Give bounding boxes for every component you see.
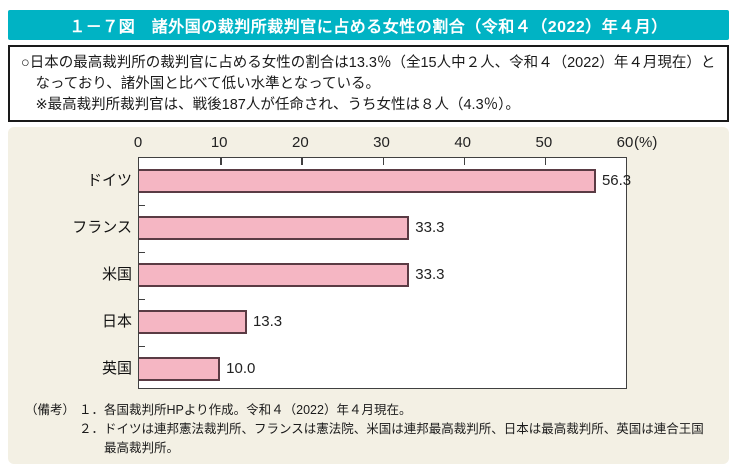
chart-panel: 0 10 20 30 40 50 60 (%) 56.3 33.3 33.3 13.3 10.0 ドイ… <box>8 127 729 464</box>
x-axis-tick-label: 60 <box>616 134 634 151</box>
notes-label: （備考） <box>25 403 76 417</box>
category-tick-mark <box>139 298 145 300</box>
notes: （備考） １． 各国裁判所HPより作成。令和４（2022）年４月現在。 ２． ド… <box>25 401 707 458</box>
figure-title: １－７図 諸外国の裁判所裁判官に占める女性の割合（令和４（2022）年４月） <box>69 19 668 36</box>
x-axis-tick-label: 30 <box>373 134 390 151</box>
x-axis-labels: 0 10 20 30 40 50 60 (%) <box>134 134 658 154</box>
category-tick-mark <box>139 204 145 206</box>
summary-note-text: ※最高裁判所裁判官は、戦後187人が任命され、うち女性は８人（4.3％）。 <box>35 97 520 113</box>
category-tick-mark <box>139 345 145 347</box>
category-label: フランス <box>72 219 132 236</box>
x-axis-tick-label: 50 <box>535 134 553 151</box>
category-label: 英国 <box>101 360 132 377</box>
bar-value-label: 13.3 <box>252 313 283 330</box>
notes-items: １． 各国裁判所HPより作成。令和４（2022）年４月現在。 ２． ドイツは連邦… <box>79 401 707 458</box>
note-item: ２． ドイツは連邦憲法裁判所、フランスは憲法院、米国は連邦最高裁判所、日本は最高… <box>79 420 707 458</box>
note-item: １． 各国裁判所HPより作成。令和４（2022）年４月現在。 <box>79 401 707 420</box>
summary-main-text: ○日本の最高裁判所の裁判官に占める女性の割合は13.3％（全15人中２人、令和４… <box>21 55 716 92</box>
chart-bar <box>139 263 410 287</box>
x-axis-tick-label: 0 <box>133 134 143 151</box>
x-axis-tick-label: 40 <box>454 134 471 151</box>
x-axis-tick-mark <box>382 158 384 165</box>
plot-area: 56.3 33.3 33.3 13.3 10.0 <box>138 157 631 389</box>
category-label: 日本 <box>101 313 132 330</box>
chart-bar <box>139 310 247 334</box>
category-tick-mark <box>139 251 145 253</box>
x-axis-tick-mark <box>301 158 303 165</box>
figure-title-bar: １－７図 諸外国の裁判所裁判官に占める女性の割合（令和４（2022）年４月） <box>8 10 729 40</box>
note-number: １． <box>79 403 105 417</box>
bar-value-label: 33.3 <box>415 266 445 283</box>
note-text: 各国裁判所HPより作成。令和４（2022）年４月現在。 <box>104 403 412 417</box>
x-axis-tick-mark <box>544 158 547 165</box>
bar-value-label: 56.3 <box>601 172 632 189</box>
x-axis-tick-mark <box>463 158 466 165</box>
note-number: ２． <box>79 422 105 436</box>
category-label: ドイツ <box>86 172 132 189</box>
note-text: ドイツは連邦憲法裁判所、フランスは憲法院、米国は連邦最高裁判所、日本は最高裁判所… <box>104 422 704 455</box>
x-axis-unit-label: (%) <box>634 134 658 151</box>
bar-value-label: 10.0 <box>226 360 256 377</box>
chart-bar <box>139 216 410 240</box>
chart-bar <box>139 169 596 193</box>
summary-box: ○日本の最高裁判所の裁判官に占める女性の割合は13.3％（全15人中２人、令和４… <box>8 45 729 122</box>
x-axis-tick-label: 10 <box>210 134 228 151</box>
x-axis-tick-mark <box>220 158 222 165</box>
category-label: 米国 <box>101 266 132 283</box>
x-axis-tick-label: 20 <box>291 134 309 151</box>
chart-bar <box>139 357 221 381</box>
bar-value-label: 33.3 <box>415 219 445 236</box>
